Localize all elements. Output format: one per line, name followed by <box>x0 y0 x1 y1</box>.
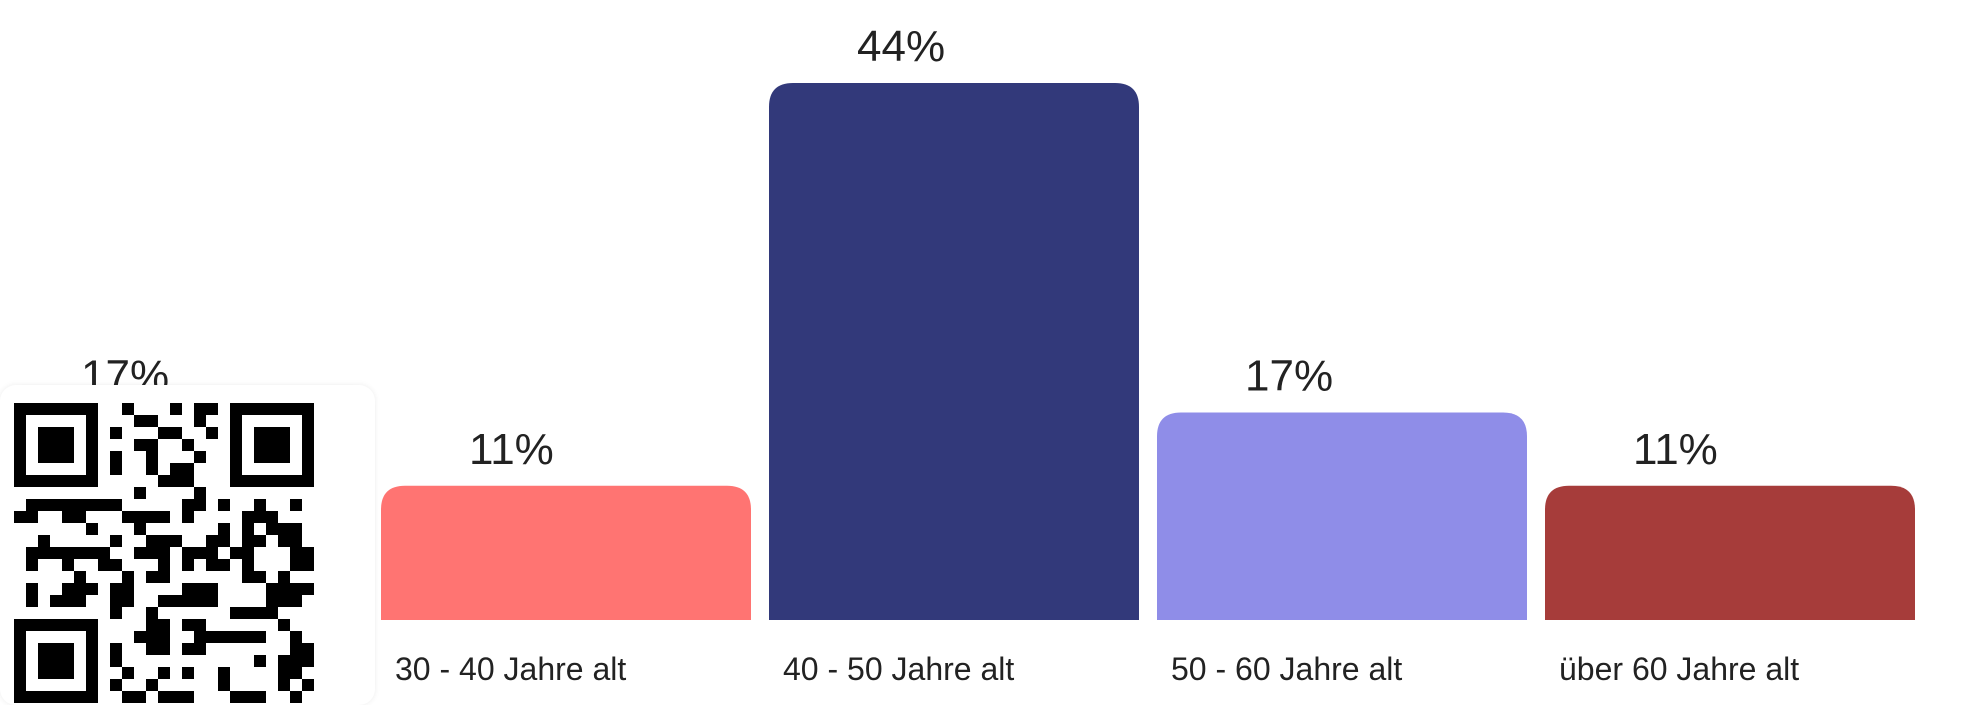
value-label-5: 11% <box>1633 425 1718 474</box>
bar-chart: 17% 11% 30 - 40 Jahre alt 44% 40 - 50 Jahre … <box>0 22 1915 685</box>
bar-4 <box>1157 412 1527 620</box>
qr-code-card[interactable] <box>0 385 375 705</box>
bar-5 <box>1545 485 1915 620</box>
bar-2 <box>381 485 751 620</box>
value-label-2: 11% <box>469 425 554 474</box>
category-label-3: 40 - 50 Jahre alt <box>783 651 1014 685</box>
value-label-3: 44% <box>857 22 945 71</box>
category-label-2: 30 - 40 Jahre alt <box>395 651 626 685</box>
qr-code-icon <box>14 403 314 703</box>
category-label-4: 50 - 60 Jahre alt <box>1171 651 1402 685</box>
value-label-4: 17% <box>1245 352 1333 401</box>
bar-3 <box>769 83 1139 620</box>
category-label-5: über 60 Jahre alt <box>1559 651 1799 685</box>
